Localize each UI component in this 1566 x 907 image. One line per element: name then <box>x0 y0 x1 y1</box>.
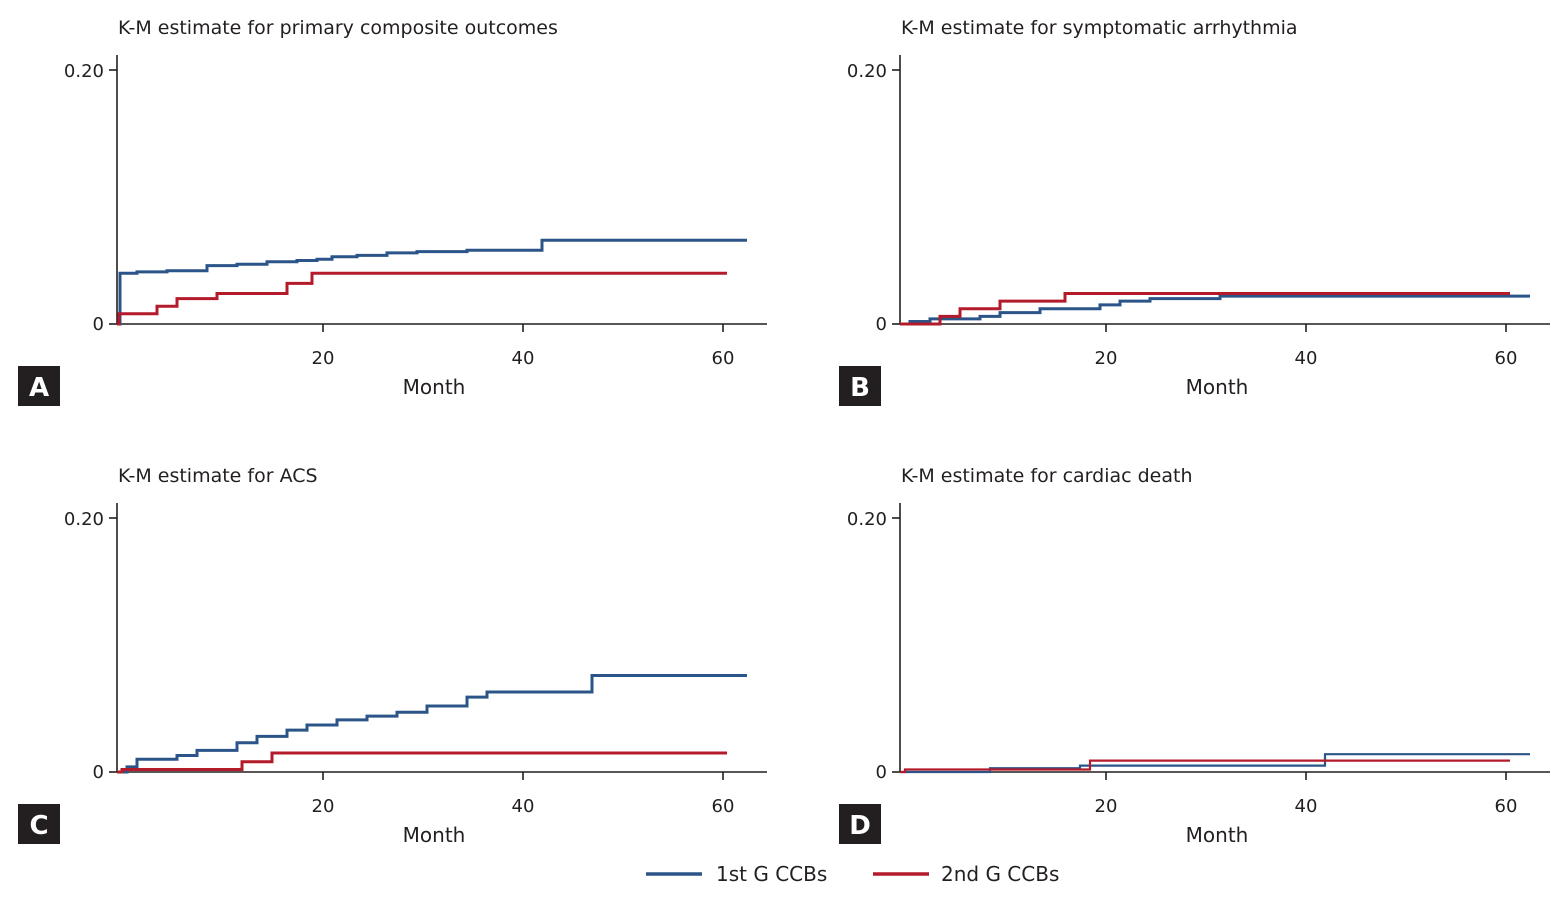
panel-c-y-tick-label-020: 0.20 <box>64 509 104 530</box>
panel-b-x-tick-label-60: 60 <box>1495 348 1518 369</box>
panel-a: K-M estimate for primary composite outco… <box>18 17 767 406</box>
panel-d-x-tick-label-20: 20 <box>1095 796 1118 817</box>
panel-c-x-axis-label: Month <box>403 823 466 847</box>
panel-a-x-axis-label: Month <box>403 375 466 399</box>
panel-c-title: K-M estimate for ACS <box>118 465 318 487</box>
panel-b-x-axis-label: Month <box>1186 375 1249 399</box>
panel-a-badge-label: A <box>29 373 49 403</box>
panel-d-y-tick-label-0: 0 <box>876 762 887 783</box>
panel-c-badge <box>18 804 60 844</box>
panel-b: K-M estimate for symptomatic arrhythmia … <box>839 17 1550 406</box>
panel-c-x-tick-label-20: 20 <box>312 796 335 817</box>
panel-d-x-axis-label: Month <box>1186 823 1249 847</box>
panel-d-badge <box>839 804 881 844</box>
panel-d-series-2nd-g-ccbs <box>900 759 1510 774</box>
panel-b-y-tick-label-0: 0 <box>876 314 887 335</box>
panel-d: K-M estimate for cardiac death 0.20 0 20… <box>839 465 1550 847</box>
panel-a-x-tick-label-20: 20 <box>312 348 335 369</box>
panel-c-x-tick-label-60: 60 <box>712 796 735 817</box>
panel-d-y-tick-label-020: 0.20 <box>847 509 887 530</box>
panel-c-badge-label: C <box>29 811 48 841</box>
panel-c-y-tick-label-0: 0 <box>93 762 104 783</box>
panel-a-title: K-M estimate for primary composite outco… <box>118 17 558 39</box>
panel-c-x-tick-label-40: 40 <box>512 796 535 817</box>
legend-label-1st-g-ccbs: 1st G CCBs <box>716 862 827 886</box>
panel-c-series-1st-g-ccbs <box>117 674 747 774</box>
panel-a-y-tick-label-020: 0.20 <box>64 61 104 82</box>
panel-a-y-tick-label-0: 0 <box>93 314 104 335</box>
panel-a-x-tick-label-60: 60 <box>712 348 735 369</box>
panel-c-series-2nd-g-ccbs <box>117 751 727 774</box>
legend: 1st G CCBs 2nd G CCBs <box>646 862 1059 886</box>
panel-a-series-1st-g-ccbs <box>117 238 747 326</box>
panel-b-y-tick-label-020: 0.20 <box>847 61 887 82</box>
panel-b-title: K-M estimate for symptomatic arrhythmia <box>901 17 1298 39</box>
panel-b-series-2nd-g-ccbs <box>900 292 1510 326</box>
panel-a-badge <box>18 366 60 406</box>
panel-b-x-tick-label-20: 20 <box>1095 348 1118 369</box>
panel-d-title: K-M estimate for cardiac death <box>901 465 1193 487</box>
panel-b-badge-label: B <box>850 373 870 403</box>
panel-d-badge-label: D <box>849 811 871 841</box>
panel-b-badge <box>839 366 881 406</box>
panel-d-series-1st-g-ccbs <box>900 753 1530 774</box>
panel-a-series-2nd-g-ccbs <box>117 271 727 326</box>
legend-label-2nd-g-ccbs: 2nd G CCBs <box>941 862 1059 886</box>
panel-b-x-tick-label-40: 40 <box>1295 348 1318 369</box>
panel-d-x-tick-label-40: 40 <box>1295 796 1318 817</box>
panel-a-x-tick-label-40: 40 <box>512 348 535 369</box>
panel-c: K-M estimate for ACS 0.20 0 20 40 60 Mon… <box>18 465 767 847</box>
panel-d-x-tick-label-60: 60 <box>1495 796 1518 817</box>
panel-b-series-1st-g-ccbs <box>900 294 1530 326</box>
